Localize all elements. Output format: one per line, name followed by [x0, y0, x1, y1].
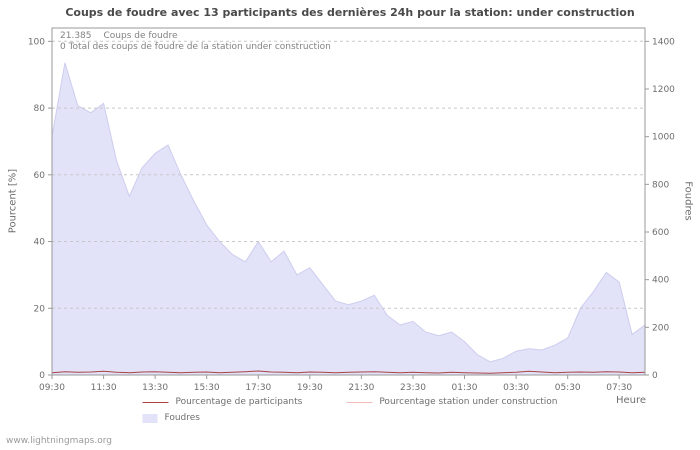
annotation-station-total: 0 Total des coups de foudre de la statio…	[60, 42, 331, 52]
svg-text:03:30: 03:30	[503, 383, 529, 393]
svg-text:80: 80	[34, 104, 46, 114]
legend-label-foudres: Foudres	[164, 413, 200, 423]
legend-item-station: Pourcentage station under construction	[346, 397, 558, 407]
svg-text:07:30: 07:30	[606, 383, 632, 393]
x-axis-label: Heure	[615, 395, 646, 406]
legend: Pourcentage de participants Pourcentage …	[142, 397, 558, 423]
svg-text:19:30: 19:30	[297, 383, 323, 393]
svg-text:1000: 1000	[652, 133, 675, 143]
svg-text:01:30: 01:30	[452, 383, 478, 393]
svg-text:13:30: 13:30	[142, 383, 168, 393]
svg-text:05:30: 05:30	[555, 383, 581, 393]
svg-text:100: 100	[28, 37, 45, 47]
svg-text:800: 800	[652, 180, 669, 190]
y-axis-label-right: Foudres	[682, 181, 694, 221]
legend-item-participants: Pourcentage de participants	[142, 397, 302, 407]
svg-text:200: 200	[652, 323, 669, 333]
svg-text:0: 0	[39, 371, 45, 381]
legend-label-participants: Pourcentage de participants	[175, 397, 303, 407]
legend-item-foudres: Foudres	[142, 413, 302, 423]
svg-text:60: 60	[34, 171, 46, 181]
svg-text:11:30: 11:30	[91, 383, 117, 393]
annotation-total-label: Coups de foudre	[103, 31, 178, 41]
chart-title: Coups de foudre avec 13 participants des…	[65, 6, 635, 19]
svg-text:17:30: 17:30	[245, 383, 271, 393]
svg-text:1200: 1200	[652, 85, 675, 95]
foudres-area-swatch	[142, 413, 158, 423]
watermark: www.lightningmaps.org	[6, 436, 112, 446]
svg-text:09:30: 09:30	[39, 383, 65, 393]
svg-text:400: 400	[652, 276, 669, 286]
station-line-swatch	[346, 401, 373, 403]
svg-text:23:30: 23:30	[400, 383, 426, 393]
participants-line-swatch	[142, 401, 169, 403]
y-axis-label-left: Pourcent [%]	[7, 168, 19, 234]
annotation-total-value: 21.385	[60, 31, 92, 41]
annotation-total: 21.385 Coups de foudre	[60, 31, 178, 41]
svg-text:21:30: 21:30	[348, 383, 374, 393]
svg-text:1400: 1400	[652, 37, 675, 47]
svg-text:600: 600	[652, 228, 669, 238]
svg-text:15:30: 15:30	[194, 383, 220, 393]
svg-text:0: 0	[652, 371, 658, 381]
svg-text:20: 20	[34, 304, 46, 314]
legend-label-station: Pourcentage station under construction	[379, 397, 558, 407]
svg-text:40: 40	[34, 238, 46, 248]
